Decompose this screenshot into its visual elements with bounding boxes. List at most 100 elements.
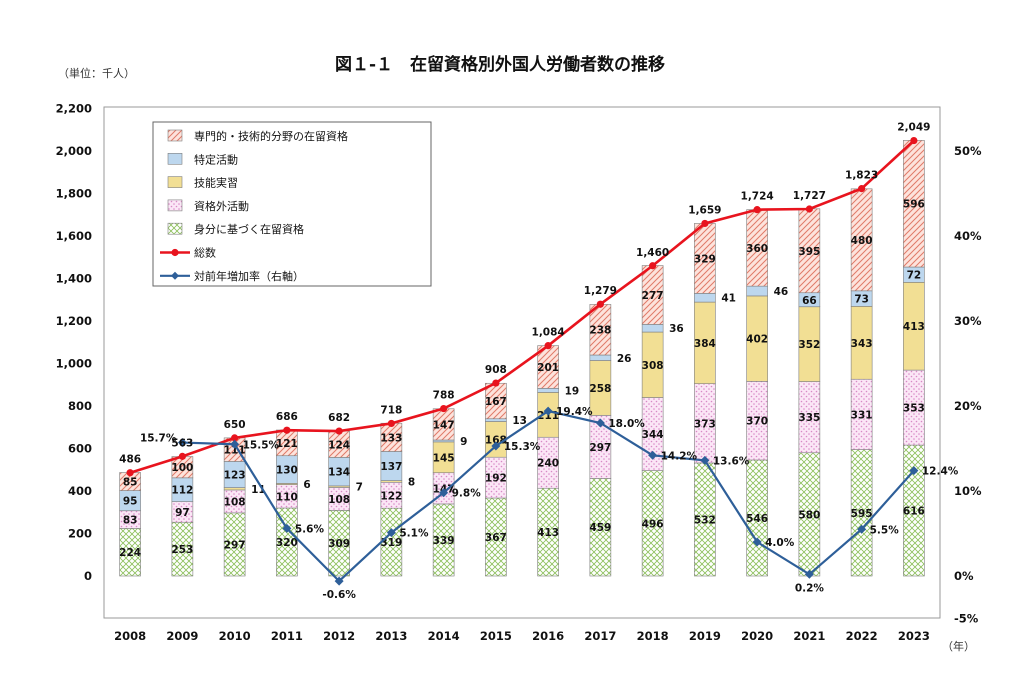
total-value-label: 1,659: [688, 204, 721, 216]
plot-area: [103, 106, 941, 619]
total-point: [910, 136, 918, 145]
segment-value-label: 308: [642, 360, 664, 372]
segment-value-label: 253: [171, 544, 193, 556]
rate-point: [282, 523, 292, 533]
x-tick-label: 2019: [689, 629, 721, 643]
left-tick-label: 2,200: [56, 102, 92, 116]
total-value-label: 682: [328, 412, 350, 424]
segment-value-label: 413: [537, 527, 559, 539]
rate-point: [804, 569, 814, 579]
x-tick-label: 2009: [166, 629, 198, 643]
segment-value-label: 110: [276, 491, 298, 503]
rate-point: [334, 576, 344, 586]
total-point: [440, 404, 448, 413]
segment-value-label: 26: [617, 353, 632, 365]
rate-value-label: 9.8%: [452, 488, 482, 500]
segment-value-label: 6: [303, 479, 310, 491]
segment-value-label: 277: [642, 290, 664, 302]
segment-value-label: 596: [903, 199, 925, 211]
segment-value-label: 97: [175, 507, 190, 519]
legend-swatch: [167, 199, 183, 212]
total-point: [283, 426, 291, 434]
segment-value-label: 367: [485, 532, 507, 544]
x-tick-label: 2021: [793, 629, 825, 643]
total-value-label: 563: [171, 437, 193, 449]
total-point: [335, 427, 343, 435]
segment-value-label: 121: [276, 438, 298, 450]
segment-value-label: 112: [171, 485, 193, 497]
segment-value-label: 145: [433, 452, 455, 464]
x-tick-label: 2010: [219, 629, 251, 643]
legend-label: 総数: [194, 246, 216, 260]
lines: [126, 136, 919, 586]
x-tick-label: 2017: [584, 629, 616, 643]
segment-value-label: 319: [380, 537, 402, 549]
total-point: [387, 419, 395, 428]
chart-title: 図１-１ 在留資格別外国人労働者数の推移: [335, 54, 665, 75]
segment-value-label: 331: [851, 409, 873, 421]
segment-value-label: 122: [380, 490, 402, 502]
segment-value-label: 167: [485, 396, 507, 408]
line-labels: 486 563 650 686 682 718 788 908 1,084 1,279 1,460 1…: [119, 122, 959, 602]
segment-value-label: 353: [903, 403, 925, 415]
right-tick-label: 0%: [954, 569, 974, 583]
segment-value-label: 532: [694, 514, 716, 526]
rate-value-label: -0.6%: [322, 589, 356, 601]
legend-label: 身分に基づく在留資格: [194, 222, 304, 236]
x-tick-label: 2011: [271, 629, 303, 643]
right-tick-label: 10%: [954, 484, 982, 498]
segment-value-label: 147: [433, 419, 455, 431]
total-line: [129, 139, 915, 474]
right-tick-label: 50%: [954, 144, 982, 158]
total-value-label: 486: [119, 454, 141, 466]
segment-value-label: 72: [907, 270, 922, 282]
total-value-label: 686: [276, 411, 298, 423]
legend-label: 資格外活動: [194, 199, 249, 213]
x-tick-label: 2023: [898, 629, 930, 643]
rate-value-label: 5.1%: [399, 528, 429, 540]
segment-value-label: 13: [512, 415, 527, 427]
total-value-label: 1,279: [584, 285, 617, 297]
segment-value-label: 320: [276, 537, 298, 549]
rate-value-label: 15.3%: [504, 441, 541, 453]
rate-value-label: 5.6%: [295, 523, 325, 535]
segment-value-label: 134: [328, 467, 350, 479]
segment-value-label: 95: [123, 496, 138, 508]
segment-value-label: 297: [589, 442, 611, 454]
right-tick-label: 40%: [954, 229, 982, 243]
segment-value-label: 8: [408, 476, 415, 488]
segment-value-label: 258: [589, 383, 611, 395]
bar-segment: [694, 293, 716, 303]
left-tick-label: 200: [68, 527, 92, 541]
segment-value-label: 83: [123, 515, 138, 527]
bar-segment: [223, 487, 246, 491]
segment-value-label: 580: [798, 509, 820, 521]
left-unit-label: （単位：千人）: [58, 66, 135, 80]
total-point: [178, 452, 186, 460]
segment-value-label: 85: [123, 477, 138, 489]
segment-value-label: 480: [851, 235, 873, 247]
x-tick-label: 2012: [323, 629, 355, 643]
rate-value-label: 18.0%: [608, 418, 645, 430]
total-point: [231, 434, 239, 442]
segment-value-label: 329: [694, 253, 716, 265]
segment-value-label: 36: [669, 323, 684, 335]
rate-value-label: 15.7%: [140, 433, 177, 445]
legend-label: 専門的・技術的分野の在留資格: [194, 129, 348, 143]
left-axis: 0 200 400 600 800 1,000 1,200 1,400 1,600 1,800 2,…: [56, 102, 92, 584]
x-tick-label: 2016: [532, 629, 564, 643]
segment-value-label: 496: [642, 518, 664, 530]
left-tick-label: 0: [84, 569, 92, 583]
x-tick-label: 2018: [637, 629, 669, 643]
rate-point: [909, 466, 919, 476]
rate-point: [439, 488, 449, 498]
total-value-label: 1,823: [845, 170, 878, 182]
total-point: [858, 185, 866, 193]
segment-value-label: 459: [589, 522, 611, 534]
segment-value-label: 595: [851, 508, 873, 520]
segment-value-label: 124: [328, 439, 350, 451]
segment-value-label: 373: [694, 418, 716, 430]
segment-value-label: 108: [224, 496, 246, 508]
segment-value-label: 370: [746, 416, 768, 428]
right-tick-label: 30%: [954, 314, 982, 328]
